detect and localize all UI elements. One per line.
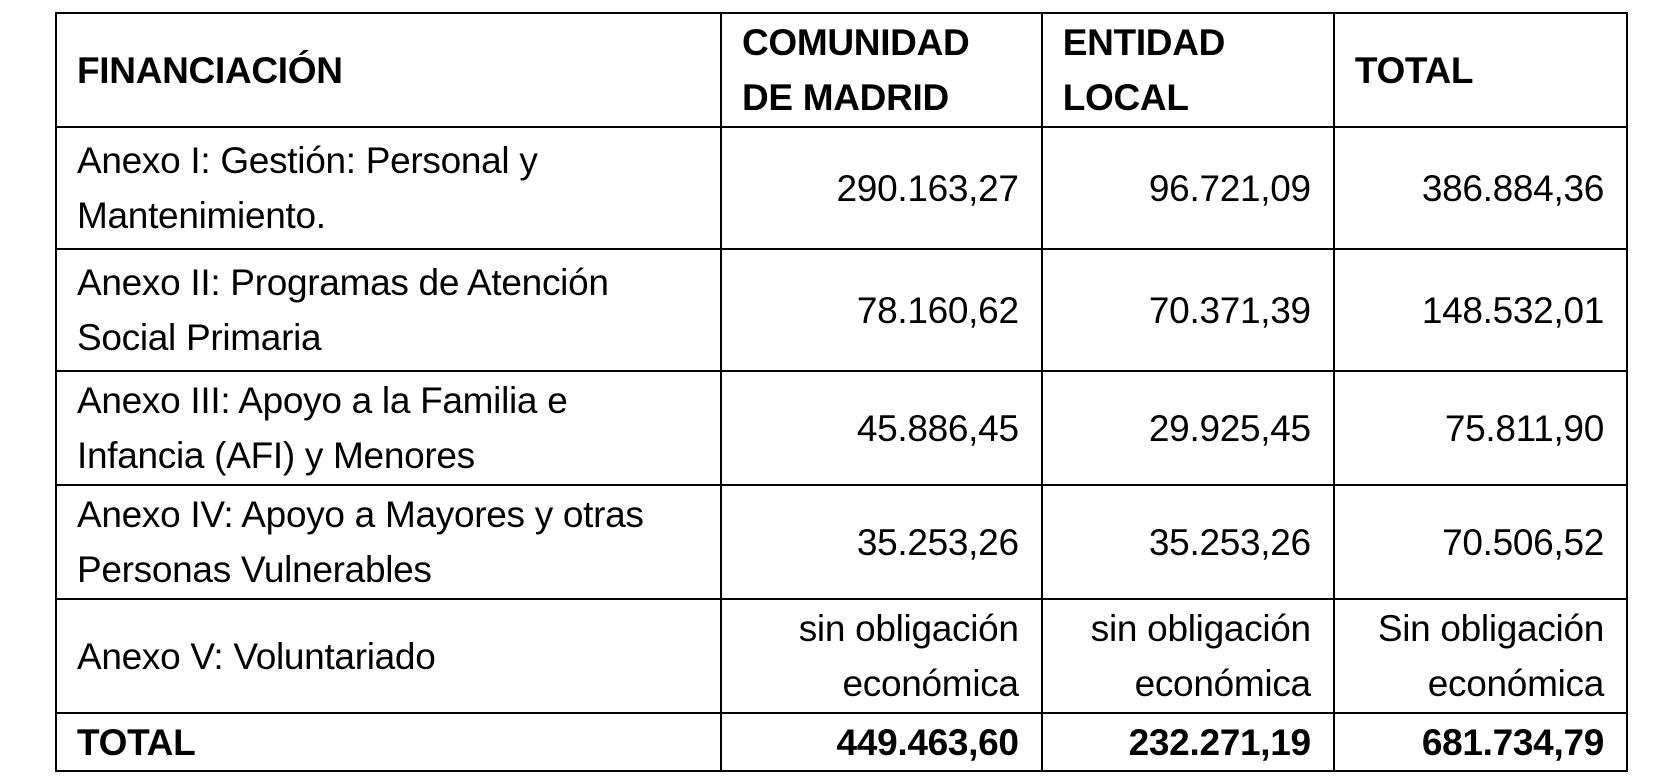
table-row: Anexo IV: Apoyo a Mayores y otras Person… bbox=[55, 484, 1629, 600]
cell-total: 148.532,01 bbox=[1332, 248, 1629, 372]
cell-total: 386.884,36 bbox=[1332, 126, 1629, 250]
header-financiacion: FINANCIACIÓN bbox=[55, 12, 722, 128]
header-comunidad-de-madrid: COMUNIDAD DE MADRID bbox=[719, 12, 1043, 128]
total-total: 681.734,79 bbox=[1332, 712, 1629, 772]
cell-comunidad: 35.253,26 bbox=[719, 484, 1043, 600]
row-label-anexo-v: Anexo V: Voluntariado bbox=[55, 598, 722, 714]
row-label-anexo-i: Anexo I: Gestión: Personal y Mantenimien… bbox=[55, 126, 722, 250]
cell-entidad: 96.721,09 bbox=[1040, 126, 1335, 250]
header-row: FINANCIACIÓN COMUNIDAD DE MADRID ENTIDAD… bbox=[55, 12, 1629, 128]
header-total: TOTAL bbox=[1332, 12, 1629, 128]
financing-table: FINANCIACIÓN COMUNIDAD DE MADRID ENTIDAD… bbox=[55, 12, 1629, 772]
cell-entidad: 35.253,26 bbox=[1040, 484, 1335, 600]
total-row: TOTAL 449.463,60 232.271,19 681.734,79 bbox=[55, 712, 1629, 772]
cell-total: Sin obligación económica bbox=[1332, 598, 1629, 714]
row-label-anexo-iii: Anexo III: Apoyo a la Familia e Infancia… bbox=[55, 370, 722, 486]
row-label-anexo-iv: Anexo IV: Apoyo a Mayores y otras Person… bbox=[55, 484, 722, 600]
cell-comunidad: sin obligación económica bbox=[719, 598, 1043, 714]
table-row: Anexo II: Programas de Atención Social P… bbox=[55, 248, 1629, 372]
table-row: Anexo V: Voluntariado sin obligación eco… bbox=[55, 598, 1629, 714]
cell-comunidad: 78.160,62 bbox=[719, 248, 1043, 372]
table-row: Anexo I: Gestión: Personal y Mantenimien… bbox=[55, 126, 1629, 250]
cell-total: 70.506,52 bbox=[1332, 484, 1629, 600]
header-entidad-local: ENTIDAD LOCAL bbox=[1040, 12, 1335, 128]
total-label: TOTAL bbox=[55, 712, 722, 772]
cell-entidad: 70.371,39 bbox=[1040, 248, 1335, 372]
total-comunidad: 449.463,60 bbox=[719, 712, 1043, 772]
cell-entidad: 29.925,45 bbox=[1040, 370, 1335, 486]
total-entidad: 232.271,19 bbox=[1040, 712, 1335, 772]
table-row: Anexo III: Apoyo a la Familia e Infancia… bbox=[55, 370, 1629, 486]
cell-comunidad: 45.886,45 bbox=[719, 370, 1043, 486]
cell-total: 75.811,90 bbox=[1332, 370, 1629, 486]
row-label-anexo-ii: Anexo II: Programas de Atención Social P… bbox=[55, 248, 722, 372]
cell-entidad: sin obligación económica bbox=[1040, 598, 1335, 714]
cell-comunidad: 290.163,27 bbox=[719, 126, 1043, 250]
